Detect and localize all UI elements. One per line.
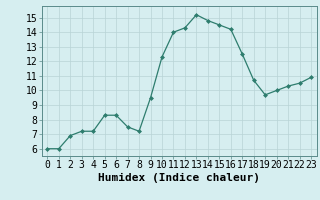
X-axis label: Humidex (Indice chaleur): Humidex (Indice chaleur) xyxy=(98,173,260,183)
